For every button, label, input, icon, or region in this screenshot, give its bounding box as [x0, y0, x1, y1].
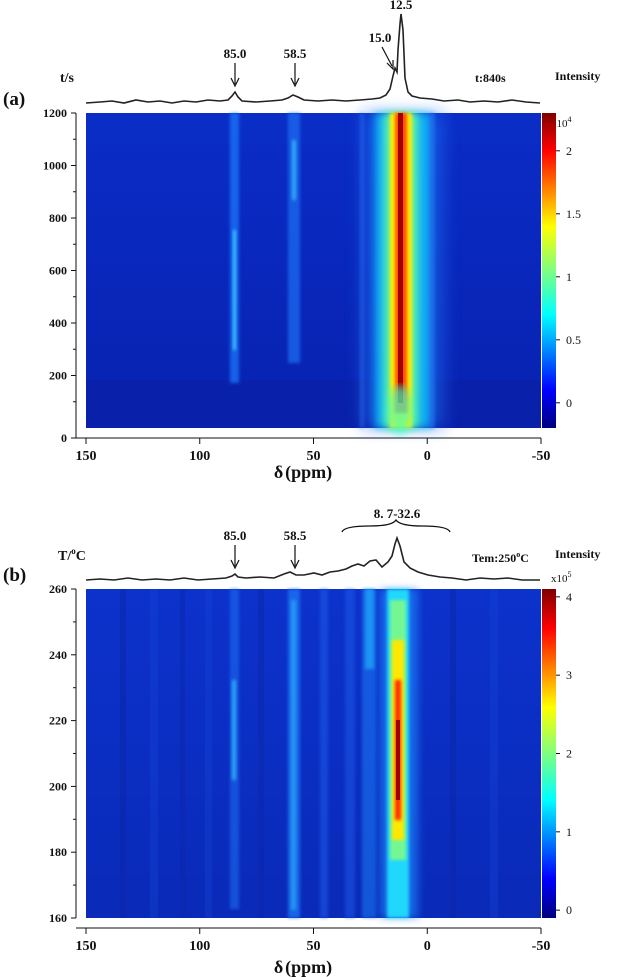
colorbar-tick-label: 0 [566, 903, 572, 917]
x-tick-label: 50 [307, 939, 321, 954]
colorbar-tick-label: 3 [566, 668, 572, 682]
peak-annotation: 85.0 [224, 46, 247, 88]
x-tick-label: 0 [424, 939, 431, 954]
x-tick-label: 150 [76, 939, 97, 954]
y-tick-label: 600 [49, 264, 67, 278]
spectrum-label: t:840s [475, 71, 506, 85]
colorbar-tick-label: 1 [566, 825, 572, 839]
x-axis-title: δ (ppm) [274, 462, 332, 483]
axes: 150 100 50 0 -50 160 180 200 220 240 260 [49, 582, 550, 954]
colorbar-tick-label: 4 [566, 590, 572, 604]
y-axis-title: T/oC [58, 546, 86, 564]
y-tick-label: 200 [49, 779, 67, 793]
svg-text:Intensity: Intensity [555, 547, 600, 561]
x-axis-title: δ (ppm) [274, 957, 332, 977]
spectrum-label: Tem:250oC [472, 550, 529, 565]
x-tick-label: 0 [424, 449, 431, 464]
y-tick-label: 1000 [43, 159, 67, 173]
peak-annotation: 15.0 [369, 30, 394, 71]
x-tick-label: 50 [307, 449, 321, 464]
peak-annotation: 12.5 [390, 0, 413, 12]
y-tick-label: 240 [49, 648, 67, 662]
spectrum-trace [85, 13, 541, 104]
svg-text:58.5: 58.5 [284, 46, 307, 61]
y-tick-label: 0 [61, 431, 67, 445]
x-tick-label: 100 [189, 449, 210, 464]
y-tick-label: 200 [49, 369, 67, 383]
colorbar-tick-label: 2 [566, 144, 572, 158]
panel-a: (a) t/s t:840s [3, 0, 600, 464]
y-axis-title: t/s [60, 71, 75, 86]
axes: 150 100 50 0 -50 0 200 400 600 800 1000 1200 [43, 106, 550, 464]
panel-label: (b) [3, 565, 26, 586]
y-tick-label: 800 [49, 211, 67, 225]
svg-text:8. 7-32.6: 8. 7-32.6 [374, 506, 421, 521]
svg-text:58.5: 58.5 [284, 528, 307, 543]
y-tick-label: 160 [49, 911, 67, 925]
y-tick-label: 400 [49, 316, 67, 330]
peak-annotation: 85.0 [224, 528, 247, 570]
spectrum-trace [85, 535, 540, 581]
x-tick-label: -50 [532, 449, 551, 464]
svg-text:85.0: 85.0 [224, 528, 247, 543]
y-tick-label: 1200 [43, 106, 67, 120]
panel-label: (a) [3, 89, 25, 110]
svg-text:x105: x105 [551, 570, 572, 585]
colorbar-tick-label: 1.5 [566, 207, 581, 221]
peak-annotation: 58.5 [284, 46, 307, 88]
colorbar: Intensity x105 0 1 2 3 4 [542, 547, 600, 918]
x-tick-label: 150 [76, 449, 97, 464]
heatmap [86, 113, 541, 435]
svg-text:15.0: 15.0 [369, 30, 392, 45]
peak-annotation: 58.5 [284, 528, 307, 570]
colorbar-tick-label: 1 [566, 270, 572, 284]
y-tick-label: 180 [49, 845, 67, 859]
svg-text:85.0: 85.0 [224, 46, 247, 61]
colorbar-ticks: 0 0.5 1 1.5 2 [556, 144, 581, 410]
panel-b: (b) T/oC Tem:250oC [3, 506, 600, 954]
x-tick-label: 100 [189, 939, 210, 954]
heatmap [86, 589, 541, 918]
y-tick-label: 260 [49, 582, 67, 596]
colorbar-tick-label: 2 [566, 747, 572, 761]
colorbar-ticks: 0 1 2 3 4 [556, 590, 572, 917]
y-tick-label: 220 [49, 714, 67, 728]
colorbar-tick-label: 0.5 [566, 333, 581, 347]
range-annotation: 8. 7-32.6 [341, 506, 451, 533]
colorbar-tick-label: 0 [566, 396, 572, 410]
svg-text:Intensity: Intensity [555, 69, 600, 83]
x-tick-label: -50 [532, 939, 551, 954]
colorbar: Intensity x104 00.511.52 [542, 69, 600, 428]
